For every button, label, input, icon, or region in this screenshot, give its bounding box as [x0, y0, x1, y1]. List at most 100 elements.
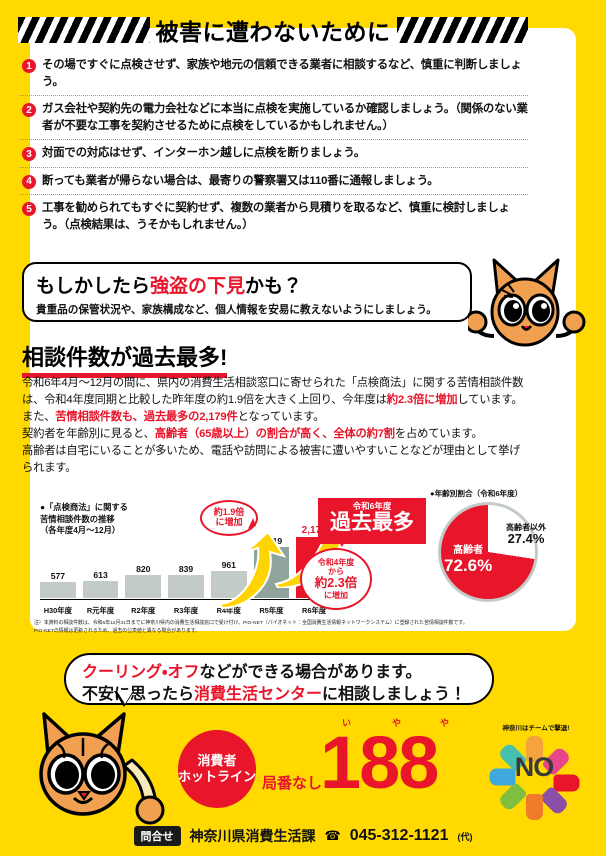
hotline-badge-line2: ホットライン: [178, 769, 257, 784]
chart-x-labels: H30年度 R元年度 R2年度 R3年度 R4年度 R5年度 R6年度: [40, 605, 332, 616]
annotation-record-high-box: 令和6年度 過去最多: [318, 498, 426, 547]
cooling-off-line2-a: 不安に思ったら: [82, 685, 195, 703]
robbery-heading-post: かも？: [245, 276, 303, 297]
section-body-text: 令和6年4月～12月の間に、県内の消費生活相談窓口に寄せられた「点検商法」に関す…: [22, 375, 530, 477]
footnote-line-2: PIO-NETの情報は更新されるため、過去の公表値と異なる場合があります。: [34, 628, 201, 634]
bubble-23-line4: に増加: [324, 590, 348, 600]
bar-value-label: 577: [50, 570, 66, 581]
pie-slice-label-elderly: 高齢者 72.6%: [444, 545, 492, 574]
no-logo-text: NO: [514, 752, 555, 782]
list-number-badge: 1: [22, 59, 36, 73]
chart-footnote: 注）本資料の相談件数は、令和6年12月31日までに神奈川県内の消費生活相談窓口で…: [34, 620, 554, 635]
p1-highlight-2: 苦情相談件数も、過去最多の2,179件: [55, 410, 238, 423]
hotline-badge-line1: 消費者: [197, 753, 237, 769]
list-item: 3 対面での対応はせず、インターホン越しに点検を断りましょう。: [20, 140, 528, 168]
hazard-stripes-right: [396, 17, 528, 43]
x-label: R元年度: [86, 606, 115, 615]
bar: [168, 574, 204, 598]
contact-phone-suffix: (代): [457, 831, 473, 842]
consumer-hotline-badge: 消費者 ホットライン: [178, 730, 256, 808]
list-item: 1 その場ですぐに点検させず、家族や地元の信頼できる業者に相談するなど、慎重に判…: [20, 52, 528, 97]
cat-eye-glint-right: [541, 303, 547, 309]
cooling-off-line-1: クーリング・オフなどができる場合があります。: [82, 662, 476, 684]
list-item-text: その場ですぐに点検させず、家族や地元の信頼できる業者に相談するなど、慎重に判断し…: [42, 59, 522, 88]
hand-icon-orange: [526, 736, 543, 762]
chart-legend-line1: ●「点検商法」に関する: [40, 502, 128, 512]
paragraph-1: 令和6年4月～12月の間に、県内の消費生活相談窓口に寄せられた「点検商法」に関す…: [22, 375, 530, 426]
hand-icon-orange2: [526, 794, 543, 820]
cat-mouth: [520, 325, 533, 331]
cat-mascot-upper: [468, 258, 586, 347]
paragraph-3: 高齢者は自宅にいることが多いため、電話や訪問による被害に遭いやすいことなどが理由…: [22, 444, 521, 474]
cat-nose: [77, 791, 91, 801]
x-label: R5年度: [259, 606, 284, 615]
bar: [82, 580, 119, 598]
growth-arrow-1: [218, 530, 287, 610]
cat-pupil-left: [504, 300, 522, 322]
cat-forehead-marks: [57, 738, 109, 759]
bar: [40, 581, 76, 598]
annotation-bubble-1-9x: 約1.9倍 に増加: [200, 500, 258, 536]
bar: [125, 575, 162, 598]
prevention-list: 1 その場ですぐに点検させず、家族や地元の信頼できる業者に相談するなど、慎重に判…: [20, 52, 528, 238]
cat-mascot-lower: [39, 712, 165, 825]
list-item-text: 工事を勧められてもすぐに契約せず、複数の業者から見積りを取るなど、慎重に検討しま…: [42, 202, 510, 231]
cooling-off-line-2: 不安に思ったら消費生活センターに相談しましょう！: [82, 684, 476, 706]
pie-label-non-elderly-value: 27.4%: [507, 531, 545, 547]
x-label: H30年度: [43, 606, 73, 615]
contact-bar: 問合せ 神奈川県消費生活課 ☎ 045-312-1121 (代): [0, 826, 606, 846]
chart-x-axis: [40, 598, 332, 600]
cat-paw-left: [468, 310, 488, 334]
bar-value-label: 839: [178, 563, 194, 574]
robbery-heading-pre: もしかしたら: [36, 276, 151, 297]
list-number-badge: 4: [22, 174, 36, 189]
cat-eye-glint-left: [513, 303, 519, 309]
pie-slice-label-non-elderly: 高齢者以外 27.4%: [506, 523, 546, 547]
contact-tag: 問合せ: [133, 826, 181, 846]
list-item-text: 断っても業者が帰らない場合は、最寄りの警察署又は110番に通報しましょう。: [42, 174, 439, 187]
chart-legend-line2: 苦情相談件数の推移: [40, 513, 115, 524]
chart-legend-title: ●「点検商法」に関する 苦情相談件数の推移 （各年度4月～12月）: [40, 502, 128, 537]
robbery-heading: もしかしたら強盗の下見かも？: [36, 271, 458, 298]
page-title: 被害に遭わないために: [155, 19, 391, 45]
p2-part-a: 契約者を年齢別に見ると、: [22, 427, 155, 440]
bar-column: 839: [168, 520, 204, 598]
cat-paw: [135, 795, 165, 825]
cat-whisker-left: [501, 283, 515, 298]
contact-phone: 045-312-1121: [349, 827, 449, 844]
furigana-ya-2: や: [440, 718, 450, 728]
pie-label-elderly-name: 高齢者: [453, 545, 484, 556]
furigana-ya-1: や: [392, 718, 402, 728]
annotation-bubble-2-3x: 令和4年度 から 約2.3倍 に増加: [300, 548, 372, 610]
list-item: 2 ガス会社や契約先の電力会社などに本当に点検を実施しているか確認しましょう。（…: [20, 96, 528, 141]
bar-column: 820: [125, 520, 162, 598]
pie-graphic: [438, 502, 538, 602]
list-number-badge: 2: [22, 103, 36, 118]
no-logo-caption: 神奈川はチームで撃退!: [502, 725, 570, 732]
x-label: R3年度: [173, 606, 199, 615]
robbery-heading-highlight: 強盗の下見: [150, 276, 246, 297]
cooling-off-line1-rest: などができる場合があります。: [199, 664, 422, 681]
furigana-i: い: [342, 718, 352, 728]
robbery-warning-callout: もしかしたら強盗の下見かも？ 貴重品の保管状況や、家族構成など、個人情報を安易に…: [22, 262, 472, 322]
hotline-number: 188: [320, 721, 439, 804]
chart-legend-line3: （各年度4月～12月）: [40, 525, 121, 536]
x-label: R6年度: [302, 606, 327, 615]
bar-column: 613: [82, 520, 119, 598]
consumer-center-highlight: 消費生活センター: [194, 685, 323, 703]
list-item: 4 断っても業者が帰らない場合は、最寄りの警察署又は110番に通報しましょう。: [20, 168, 528, 196]
telephone-icon: ☎: [324, 828, 341, 843]
cat-pupil-left: [55, 761, 79, 789]
list-item-text: ガス会社や契約先の電力会社などに本当に点検を実施しているか確認しましょう。（関係…: [42, 103, 528, 132]
cat-mouth: [72, 796, 94, 804]
p1-highlight-1: 約2.3倍に増加: [386, 393, 458, 406]
hand-icon-green: [497, 781, 528, 813]
cat-paw-right: [562, 310, 586, 334]
bubble-19-line1: 約1.9倍: [213, 507, 245, 518]
bubble-23-line1: 令和4年度: [317, 558, 355, 568]
section-title-consultations: 相談件数が過去最多!: [22, 340, 228, 378]
pie-legend: ●年齢別割合（令和6年度）: [430, 489, 523, 498]
no-campaign-logo: 神奈川はチームで撃退! NO: [486, 722, 582, 820]
p1-part-c: となっています。: [237, 410, 325, 423]
section-header-prevention: 被害に遭わないために: [18, 14, 528, 46]
